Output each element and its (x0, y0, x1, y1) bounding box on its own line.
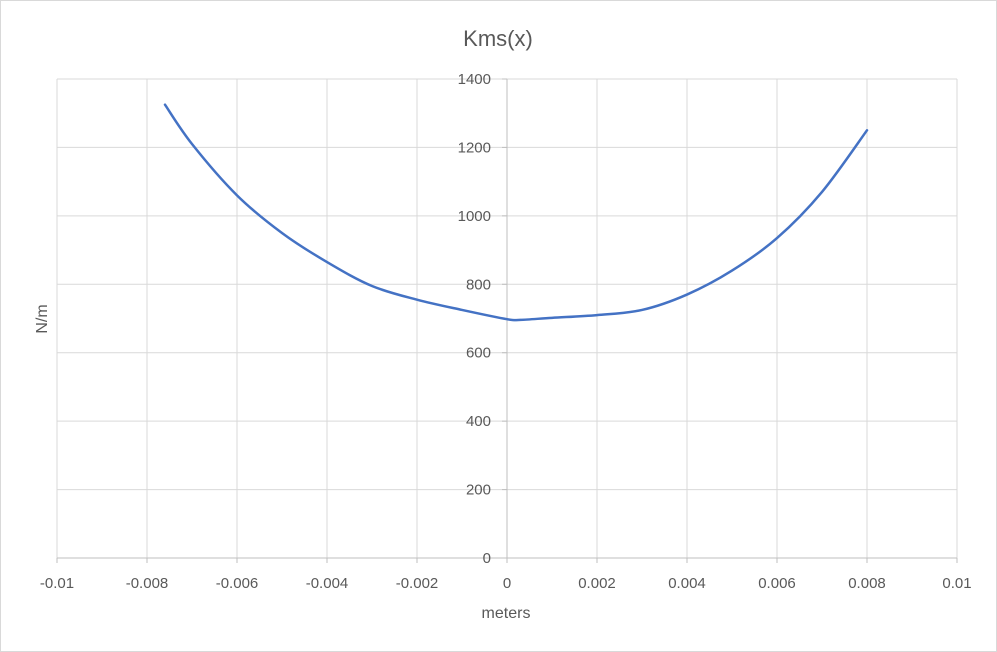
y-tick-label: 0 (483, 550, 491, 567)
y-tick-label: 1000 (458, 208, 491, 225)
y-tick-label: 400 (466, 413, 491, 430)
y-axis-label: N/m (34, 304, 51, 333)
y-tick-label: 200 (466, 482, 491, 499)
x-tick-label: 0.002 (578, 575, 616, 592)
x-tick-label: 0.01 (942, 575, 971, 592)
x-tick-label: -0.006 (216, 575, 259, 592)
tick-labels: -0.01 -0.008 -0.006 -0.004 -0.002 0 0.002 0.004… (40, 71, 972, 592)
x-tick-label: -0.002 (396, 575, 439, 592)
y-tick-label: 800 (466, 276, 491, 293)
axes (56, 78, 958, 563)
series-layer (163, 103, 869, 322)
x-axis-label: meters (482, 605, 531, 622)
x-tick-label: -0.004 (306, 575, 349, 592)
x-tick-label: 0 (503, 575, 511, 592)
series-line (163, 103, 869, 322)
x-tick-label: 0.006 (758, 575, 796, 592)
x-tick-label: 0.008 (848, 575, 886, 592)
y-tick-label: 1400 (458, 71, 491, 88)
x-tick-label: -0.01 (40, 575, 74, 592)
x-tick-label: -0.008 (126, 575, 169, 592)
chart-title: Kms(x) (463, 26, 533, 51)
x-tick-label: 0.004 (668, 575, 706, 592)
y-tick-label: 1200 (458, 139, 491, 156)
y-tick-label: 600 (466, 345, 491, 362)
